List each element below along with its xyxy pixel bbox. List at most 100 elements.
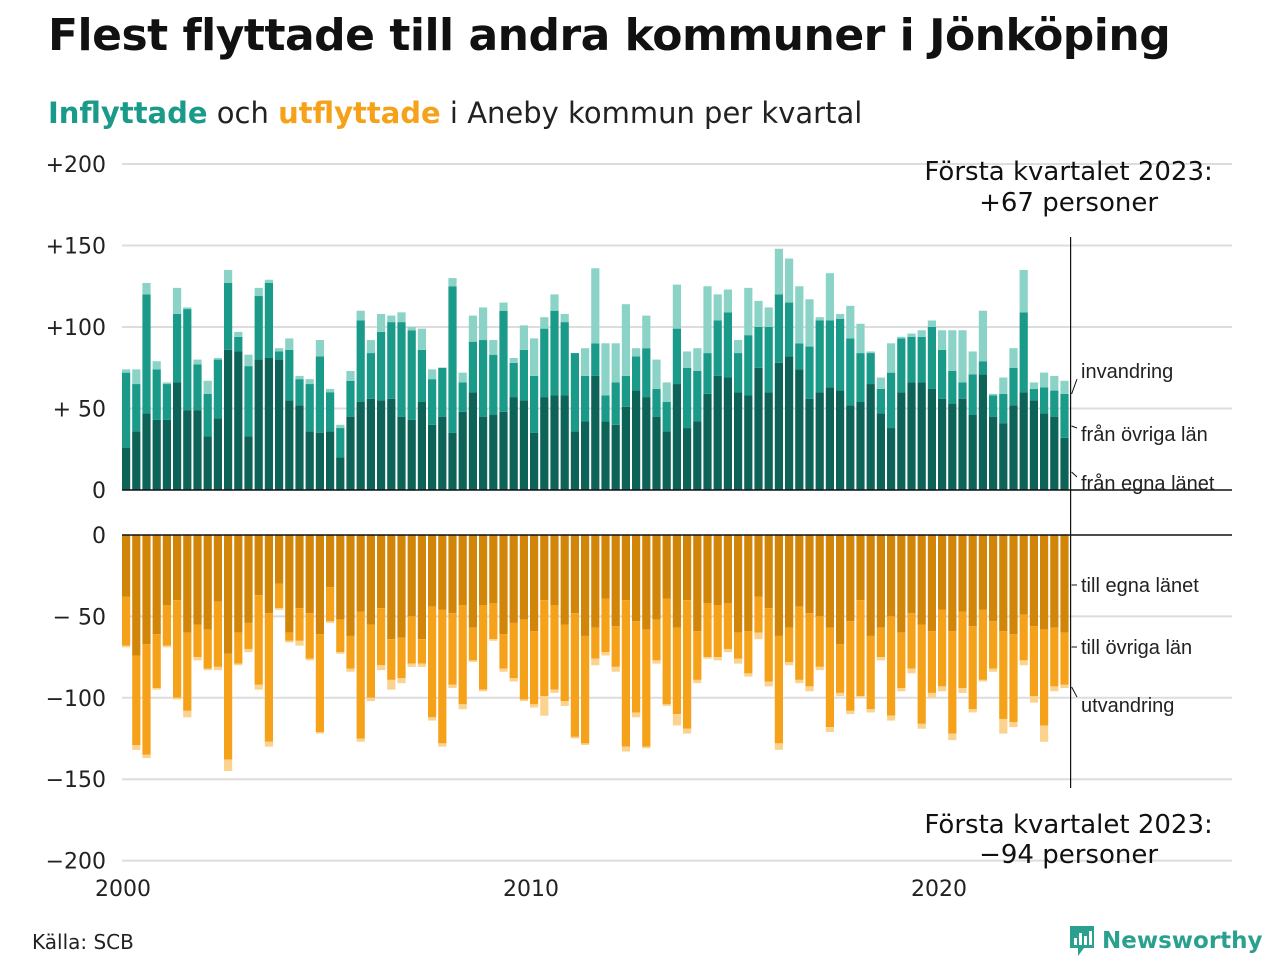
- bar-out-own-county: [642, 535, 651, 630]
- leader-line-in: [1071, 471, 1078, 478]
- bar-out-own-county: [958, 535, 967, 612]
- bar-in-other-counties: [764, 327, 773, 393]
- bar-out-emigration: [713, 657, 722, 661]
- bars-layer: [122, 248, 1069, 772]
- bar-in-immigration: [346, 371, 355, 381]
- bar-out-other-counties: [856, 600, 865, 697]
- bar-out-other-counties: [734, 632, 743, 659]
- bar-out-own-county: [203, 535, 212, 630]
- bar-in-other-counties: [989, 395, 998, 417]
- bar-out-other-counties: [601, 598, 610, 653]
- bar-out-emigration: [632, 712, 641, 718]
- bar-out-other-counties: [632, 621, 641, 713]
- bar-out-other-counties: [815, 616, 824, 667]
- bar-in-own-county: [142, 413, 151, 490]
- bar-out-other-counties: [295, 608, 304, 641]
- bar-out-own-county: [1009, 535, 1018, 635]
- bar-out-own-county: [152, 535, 161, 635]
- bar-out-other-counties: [662, 598, 671, 705]
- bar-out-other-counties: [326, 587, 335, 622]
- bar-in-own-county: [836, 390, 845, 490]
- bar-in-own-county: [519, 400, 528, 490]
- bar-out-emigration: [938, 686, 947, 692]
- bar-in-own-county: [305, 431, 314, 490]
- leader-line-in: [1071, 425, 1078, 429]
- bar-out-other-counties: [428, 606, 437, 718]
- bar-out-emigration: [621, 746, 630, 752]
- bar-in-own-county: [764, 392, 773, 490]
- bar-in-other-counties: [183, 309, 192, 411]
- bar-out-own-county: [927, 535, 936, 632]
- bar-in-immigration: [1040, 372, 1049, 388]
- bar-out-emigration: [581, 743, 590, 746]
- bar-in-own-county: [958, 398, 967, 490]
- series-label-out: till övriga län: [1081, 637, 1192, 659]
- bar-out-emigration: [672, 714, 681, 726]
- bar-out-other-counties: [152, 634, 161, 689]
- bar-in-own-county: [254, 359, 263, 490]
- bar-out-other-counties: [1040, 629, 1049, 726]
- bar-in-immigration: [948, 330, 957, 372]
- bar-in-other-counties: [683, 367, 692, 429]
- bar-in-own-county: [611, 424, 620, 490]
- bar-out-other-counties: [642, 629, 651, 747]
- bar-in-other-counties: [468, 341, 477, 393]
- bar-in-other-counties: [846, 338, 855, 406]
- bar-in-immigration: [122, 369, 131, 373]
- bar-out-own-county: [499, 535, 508, 635]
- bar-in-other-counties: [315, 356, 324, 433]
- bar-in-immigration: [417, 328, 426, 350]
- bar-in-other-counties: [876, 388, 885, 414]
- bar-out-other-counties: [1029, 626, 1038, 697]
- bar-out-own-county: [805, 535, 814, 614]
- bar-out-own-county: [122, 535, 131, 597]
- bar-out-other-counties: [866, 635, 875, 710]
- bar-out-own-county: [438, 535, 447, 610]
- bar-out-own-county: [417, 535, 426, 640]
- bar-in-own-county: [479, 416, 488, 490]
- bar-out-own-county: [815, 535, 824, 617]
- bar-out-emigration: [438, 743, 447, 747]
- bar-out-emigration: [1009, 722, 1018, 728]
- bar-in-immigration: [530, 338, 539, 376]
- bar-in-own-county: [275, 359, 284, 490]
- bar-out-own-county: [825, 535, 834, 628]
- bar-out-own-county: [560, 535, 569, 625]
- bar-in-own-county: [499, 411, 508, 490]
- bar-in-own-county: [713, 375, 722, 490]
- leader-line-in: [1071, 378, 1078, 395]
- bar-out-other-counties: [897, 632, 906, 689]
- bar-out-own-county: [570, 535, 579, 614]
- bar-in-immigration: [703, 286, 712, 354]
- bar-out-emigration: [897, 688, 906, 692]
- bar-in-other-counties: [397, 322, 406, 417]
- bar-out-emigration: [295, 640, 304, 646]
- y-tick-label-top: +150: [46, 235, 106, 260]
- bar-in-other-counties: [581, 375, 590, 422]
- bar-out-own-county: [193, 535, 202, 625]
- y-tick-label-bottom: − 50: [53, 605, 106, 630]
- bar-in-own-county: [458, 411, 467, 490]
- bar-in-other-counties: [356, 320, 365, 402]
- bar-in-immigration: [132, 369, 141, 385]
- bar-out-emigration: [550, 689, 559, 693]
- series-label-in: invandring: [1081, 361, 1173, 383]
- bar-in-other-counties: [479, 340, 488, 417]
- bar-out-other-counties: [1060, 632, 1069, 685]
- bar-in-other-counties: [652, 388, 661, 417]
- bar-in-other-counties: [1050, 390, 1059, 417]
- bar-in-immigration: [672, 284, 681, 329]
- subtitle-utflyttade: utflyttade: [278, 96, 441, 130]
- bar-in-own-county: [825, 387, 834, 490]
- y-tick-label-bottom: 0: [92, 524, 106, 549]
- bar-in-own-county: [132, 431, 141, 490]
- bar-out-other-counties: [540, 600, 549, 697]
- bar-out-emigration: [336, 652, 345, 654]
- bar-out-emigration: [642, 746, 651, 749]
- bar-out-own-county: [326, 535, 335, 588]
- bar-in-own-county: [652, 416, 661, 490]
- bar-out-other-counties: [397, 637, 406, 679]
- bar-in-immigration: [224, 269, 233, 283]
- series-label-in: från övriga län: [1081, 424, 1208, 446]
- bar-out-other-counties: [479, 605, 488, 690]
